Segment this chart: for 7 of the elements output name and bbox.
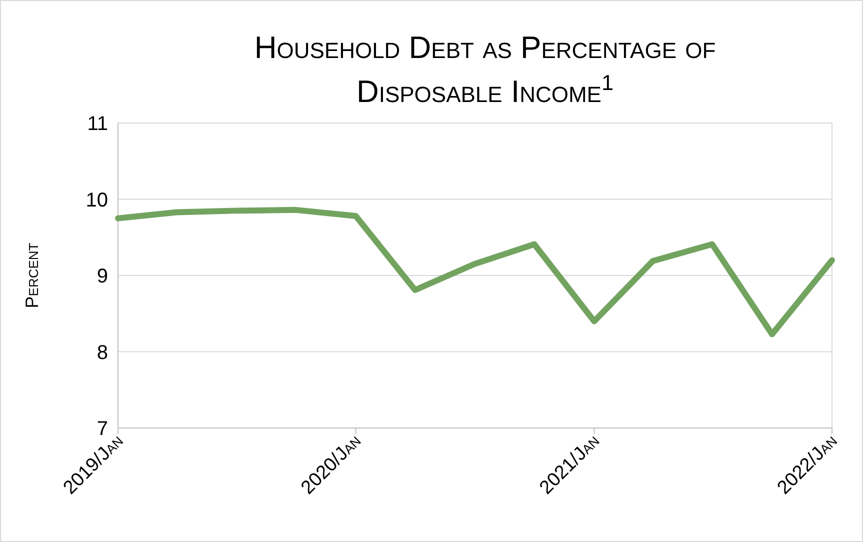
y-tick-label: 11: [87, 113, 108, 135]
y-tick-label: 10: [86, 189, 108, 212]
y-axis-title: Percent: [22, 242, 42, 308]
y-tick-label: 8: [96, 342, 108, 364]
y-tick-label: 9: [96, 266, 108, 288]
y-tick-label: 7: [96, 418, 108, 440]
chart-title: Household Debt as Percentage of Disposable Income$^{1}$: [254, 30, 716, 109]
